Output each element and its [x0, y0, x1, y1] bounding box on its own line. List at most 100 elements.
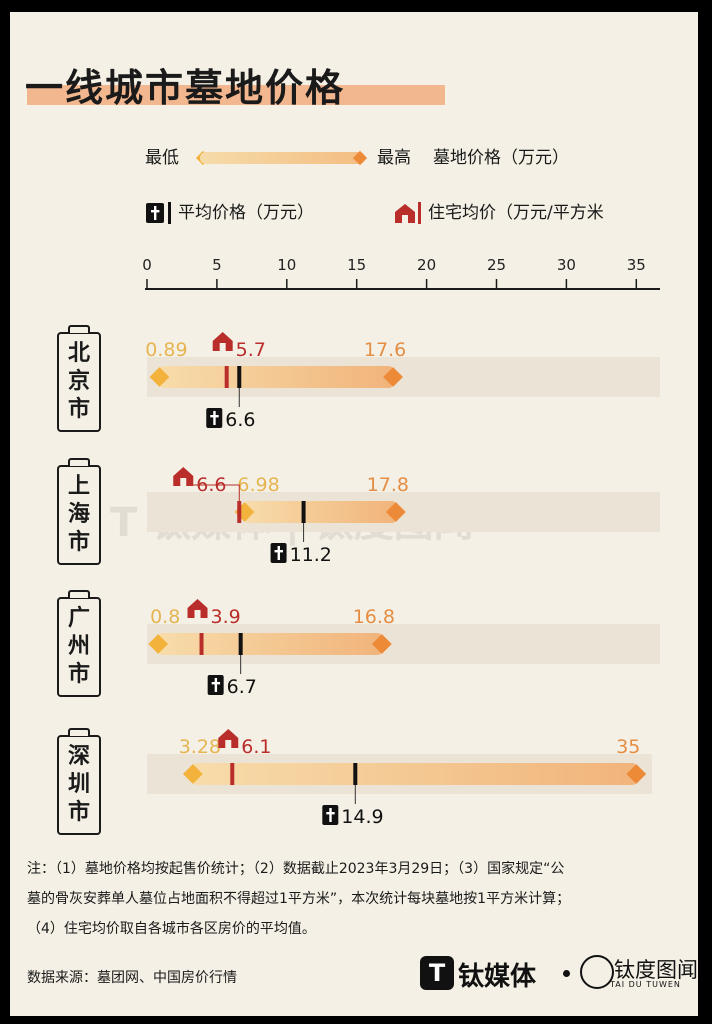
source-text: 数据来源：墓团网、中国房价行情: [27, 970, 237, 986]
city-char: 市: [67, 530, 90, 555]
city-row: 0.8 16.8 3.9 6.7: [147, 599, 660, 698]
title-highlight: [27, 85, 445, 105]
x-tick-label: 5: [212, 256, 222, 274]
house-body: [187, 599, 208, 618]
house-door: [180, 478, 187, 486]
house-door: [194, 610, 201, 618]
cross-tombstone-icon: [146, 203, 164, 223]
legend-min-label: 最低: [145, 148, 179, 168]
max-value-label: 17.8: [367, 474, 409, 496]
cross-tombstone-icon: [207, 675, 224, 695]
page-title: 一线城市墓地价格: [25, 66, 346, 110]
avg-value-label: 6.6: [225, 409, 255, 431]
city-char: 海: [67, 502, 90, 527]
city-row: 6.98 17.86.611.2: [147, 467, 660, 566]
cross-tombstone-icon: [322, 805, 339, 825]
title-block: 一线城市墓地价格: [25, 57, 445, 112]
min-value-label: 6.98: [237, 474, 279, 496]
city-char: 广: [67, 606, 90, 631]
city-char: 州: [67, 634, 90, 659]
legend-range-bar: [200, 152, 365, 164]
legend-house-label: 住宅均价（万元/平方米: [428, 203, 604, 223]
house-icon: [212, 332, 233, 351]
city-label-shenzhen: 深 圳 市: [57, 735, 101, 835]
city-box-tab: [68, 325, 90, 333]
cross-vertical: [214, 678, 218, 692]
cross-tombstone-icon: [270, 543, 287, 563]
max-marker: [371, 634, 392, 654]
house-marker: [230, 763, 235, 785]
infographic-card: 一线城市墓地价格 最低 最高 墓地价格（万元） 平均价格（万元） 住宅均价（万元…: [10, 12, 698, 1016]
cross-tombstone-icon: [206, 408, 223, 428]
x-tick-label: 30: [557, 256, 576, 274]
brand-name: 钛媒体: [458, 962, 537, 992]
avg-value-label: 14.9: [341, 806, 383, 828]
house-icon: [218, 729, 239, 748]
city-char: 市: [67, 397, 90, 422]
x-tick-label: 15: [347, 256, 366, 274]
cross-vertical: [277, 546, 280, 560]
max-value-label: 35: [616, 736, 640, 758]
house-body: [212, 332, 233, 351]
max-marker: [383, 367, 403, 387]
city-label-beijing: 北 京 市: [57, 332, 101, 432]
house-icon: [173, 467, 194, 486]
avg-marker-icon: [168, 202, 171, 224]
house-value-label: 5.7: [236, 339, 266, 361]
house-value-label: 3.9: [211, 606, 241, 628]
cross-horizontal: [210, 415, 219, 418]
house-icon: [187, 599, 208, 618]
cross-horizontal: [326, 812, 335, 815]
city-box-tab: [68, 728, 90, 736]
cross-vertical: [213, 411, 216, 425]
x-tick-label: 20: [417, 256, 436, 274]
range-bar: [159, 366, 394, 388]
range-bar: [192, 763, 637, 785]
tmt-logo-icon: T: [420, 956, 454, 990]
x-tick-label: 35: [627, 256, 646, 274]
city-box-tab: [68, 590, 90, 598]
brand2-name: 钛度图闻: [614, 958, 698, 982]
house-marker: [224, 366, 229, 388]
note-line-1: 注：（1）墓地价格均按起售价统计；（2）数据截止2023年3月29日；（3）国家…: [27, 861, 565, 877]
chart: 0 5 10 15 20 25 30 35 0.89 17.6 5.7 6.6 6.98 17.8 6.6…: [142, 256, 660, 828]
city-char: 上: [67, 474, 90, 499]
x-tick-label: 25: [487, 256, 506, 274]
avg-marker: [237, 366, 242, 388]
city-row: 3.28 35 6.1 14.9: [147, 729, 652, 828]
max-marker: [385, 502, 406, 522]
max-value-label: 16.8: [353, 606, 395, 628]
house-door: [225, 740, 232, 748]
brand2-subtitle: TAI DU TUWEN: [610, 980, 681, 989]
cross-vertical: [329, 808, 332, 822]
house-leader-line: [193, 484, 240, 501]
avg-marker: [238, 633, 243, 655]
brand-separator-dot: [563, 970, 570, 977]
x-tick-label: 0: [142, 256, 152, 274]
min-value-label: 3.28: [179, 736, 221, 758]
house-marker-icon: [418, 202, 421, 224]
city-box-tab: [68, 458, 90, 466]
cross-horizontal: [274, 550, 283, 553]
avg-marker: [301, 501, 306, 523]
avg-marker: [353, 763, 358, 785]
min-value-label: 0.8: [150, 606, 180, 628]
max-marker: [626, 764, 647, 784]
city-char: 深: [67, 744, 90, 769]
note-line-3: （4）住宅均价取自各城市各区房价的平均值。: [27, 921, 316, 937]
house-door: [219, 343, 226, 351]
house-marker: [237, 501, 242, 523]
city-label-guangzhou: 广 州 市: [57, 597, 101, 697]
city-char: 北: [67, 341, 90, 366]
city-label-shanghai: 上 海 市: [57, 465, 101, 565]
city-char: 市: [67, 662, 90, 687]
house-marker: [199, 633, 204, 655]
city-char: 圳: [67, 772, 90, 797]
max-value-label: 17.6: [364, 339, 406, 361]
city-char: 京: [67, 369, 90, 394]
city-char: 市: [67, 800, 90, 825]
legend-avg-label: 平均价格（万元）: [178, 203, 314, 223]
avg-value-label: 6.7: [227, 676, 257, 698]
legend-max-label: 最高: [377, 148, 411, 168]
city-row: 0.89 17.6 5.7 6.6: [145, 332, 660, 431]
